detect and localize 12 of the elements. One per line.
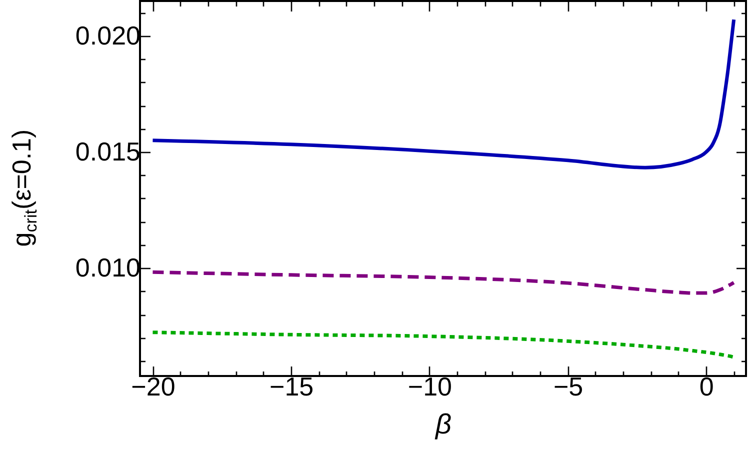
line-series: [150, 330, 736, 359]
y-tick-label: 0.010: [75, 252, 140, 283]
x-tick-label: −15: [270, 372, 314, 402]
x-tick-label: −10: [408, 372, 452, 402]
x-tick-label: −20: [131, 372, 176, 402]
line-series: [150, 270, 736, 295]
x-tick-label: −5: [553, 372, 584, 402]
line-series: [150, 18, 736, 170]
x-tick-label: 0: [699, 372, 714, 402]
x-axis-title: β: [434, 408, 452, 440]
y-tick-label: 0.015: [75, 136, 140, 167]
y-tick-label: 0.020: [75, 20, 140, 50]
